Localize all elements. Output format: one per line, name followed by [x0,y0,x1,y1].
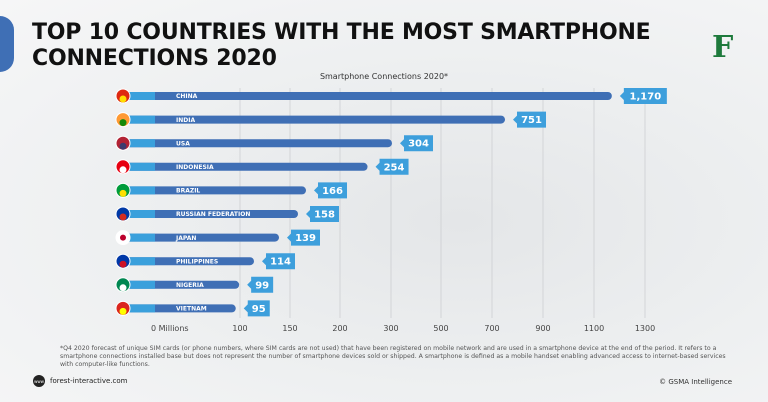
source-credit: © GSMA Intelligence [659,378,732,386]
india-flag-detail [119,119,127,127]
value-label: 114 [270,257,291,268]
forest-logo: F [712,30,734,65]
website-text: forest-interactive.com [50,377,128,385]
x-tick-label: 900 [535,324,550,333]
bar [124,115,506,124]
value-label-box [314,182,347,199]
brazil-flag-detail [119,189,127,197]
globe-icon: www [33,375,45,387]
country-label: CHINA [176,93,198,100]
bar [124,257,254,266]
country-label: INDONESIA [176,164,214,171]
bar-start-segment [124,257,155,266]
value-label: 1,170 [630,92,662,103]
value-label: 751 [521,115,542,126]
nigeria-flag-detail [119,284,127,292]
country-label: USA [176,140,190,147]
x-tick-label: 200 [332,324,347,333]
x-tick-label: 150 [282,324,297,333]
country-label: PHILIPPINES [176,258,218,265]
value-label-box [375,158,409,175]
bar [124,233,279,242]
value-label-box [287,229,320,246]
value-label: 166 [322,186,343,197]
bar [124,186,306,195]
value-label: 99 [255,280,269,291]
value-label-box [243,300,270,317]
value-label: 254 [384,162,405,173]
country-label: RUSSIAN FEDERATION [176,211,250,218]
bar-start-segment [124,139,155,148]
value-label: 304 [408,139,429,150]
x-tick-label: 700 [484,324,499,333]
value-label-box [247,276,274,293]
country-label: BRAZIL [176,188,200,195]
china-flag-detail [119,95,127,103]
bar [124,139,392,148]
x-tick-label: 500 [433,324,448,333]
bar-start-segment [124,210,155,218]
value-label-box [400,135,433,152]
x-tick-label: 100 [232,324,247,333]
value-label: 158 [314,210,335,221]
value-label-box [619,88,667,104]
country-label: INDIA [176,117,195,124]
bar-start-segment [124,115,155,124]
country-label: NIGERIA [176,282,204,289]
indonesia-flag-detail [119,166,127,174]
x-tick-label: 1300 [635,324,655,333]
page-title: TOP 10 COUNTRIES WITH THE MOST SMARTPHON… [32,20,651,72]
value-label-box [306,206,339,222]
chart-title: Smartphone Connections 2020* [319,72,449,81]
footnote: *Q4 2020 forecast of unique SIM cards (o… [60,345,726,368]
japan-flag-detail [120,234,126,241]
usa-flag-detail [119,142,127,150]
bar [124,162,368,171]
bar-start-segment [124,304,155,313]
bar [124,210,298,218]
country-label: JAPAN [175,235,196,242]
accent-tab [0,16,14,72]
bar-start-segment [124,92,155,100]
value-label: 139 [295,233,316,244]
bar-start-segment [124,233,155,242]
x-tick-label: 0 Millions [151,324,189,333]
philippines-flag-detail [119,260,127,268]
x-tick-label: 300 [383,324,398,333]
website-link[interactable]: www forest-interactive.com [33,375,127,387]
bar-start-segment [124,186,155,195]
bar-start-segment [124,162,155,171]
russia-flag-detail [119,213,127,221]
value-label-box [262,253,295,270]
bar-start-segment [124,280,155,289]
x-tick-label: 1100 [584,324,604,333]
value-label-box [513,111,547,128]
vietnam-flag-detail [119,307,127,315]
title-line-2: CONNECTIONS 2020 [32,46,277,71]
bar [124,92,612,100]
value-label: 95 [252,304,266,315]
country-label: VIETNAM [176,306,207,313]
title-line-1: TOP 10 COUNTRIES WITH THE MOST SMARTPHON… [32,20,651,45]
